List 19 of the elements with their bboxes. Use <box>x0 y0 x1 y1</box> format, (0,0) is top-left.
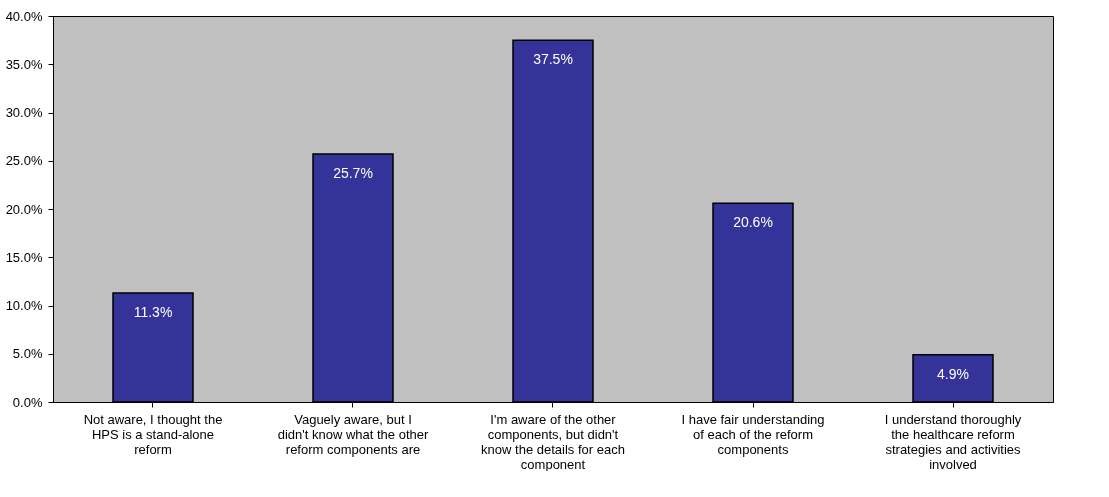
y-tick-label: 35.0% <box>5 56 43 72</box>
y-tick-label: 25.0% <box>5 153 43 169</box>
y-tick-label: 0.0% <box>12 394 43 410</box>
y-tick-label: 20.0% <box>5 201 43 217</box>
data-label: 37.5% <box>533 51 573 68</box>
x-tick-label: Vaguely aware, but I didn't know what the other reform components are <box>277 411 429 457</box>
x-tick-label: I understand thoroughly the healthcare reform strategies and activities involved <box>884 411 1022 472</box>
y-tick-label: 30.0% <box>5 105 43 120</box>
x-tick-label: Not aware, I thought the HPS is a stand-alone reform <box>83 411 223 457</box>
data-label: 20.6% <box>733 214 773 231</box>
y-tick-label: 40.0% <box>5 8 43 24</box>
x-tick-label: I have fair understanding of each of the reform components <box>681 411 825 457</box>
data-label: 11.3% <box>133 303 173 320</box>
y-tick-label: 10.0% <box>5 298 43 313</box>
data-label: 25.7% <box>333 164 373 181</box>
y-tick-label: 5.0% <box>12 346 43 362</box>
y-tick-label: 15.0% <box>5 249 43 265</box>
x-tick-label: I'm aware of the other components, but didn't know the details for each component <box>481 411 625 472</box>
data-label: 4.9% <box>937 365 969 382</box>
